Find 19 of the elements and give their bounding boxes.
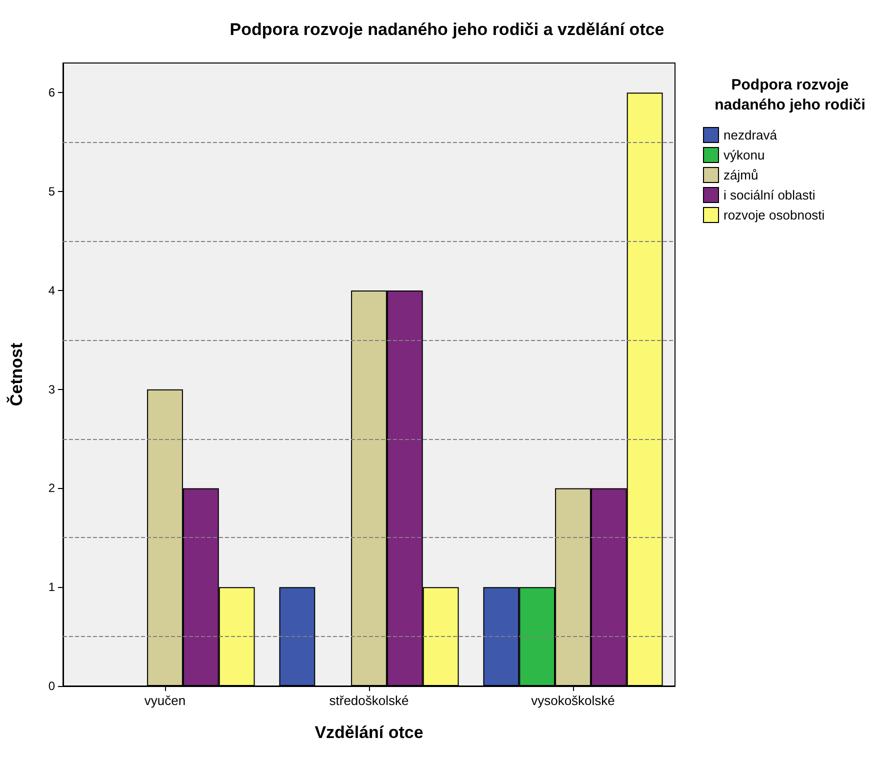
y-tick-label: 4 [48,283,56,298]
x-axis-title: Vzdělání otce [314,723,424,742]
legend-label: zájmů [724,168,758,182]
x-tick-label: vyučen [144,693,186,708]
y-tick-label: 0 [48,679,56,693]
x-tick-label: středoškolské [329,693,409,708]
legend-label: nezdravá [724,128,778,142]
y-tick-label: 1 [48,580,56,594]
legend-label: i sociální oblasti [724,188,816,202]
legend-label: výkonu [724,148,765,162]
y-tick-label: 3 [48,382,56,396]
y-tick-label: 6 [48,86,56,100]
chart-title: Podpora rozvoje nadaného jeho rodiči a vzdělání otce [230,20,664,39]
y-tick-label: 2 [48,481,56,496]
x-tick-label: vysokoškolské [531,693,615,708]
legend-title: Podpora rozvoje nadaného jeho rodiči [714,76,866,114]
legend-label: rozvoje osobnosti [724,208,825,222]
y-tick-label: 5 [48,184,56,199]
y-axis-title: Četnost [6,342,26,406]
